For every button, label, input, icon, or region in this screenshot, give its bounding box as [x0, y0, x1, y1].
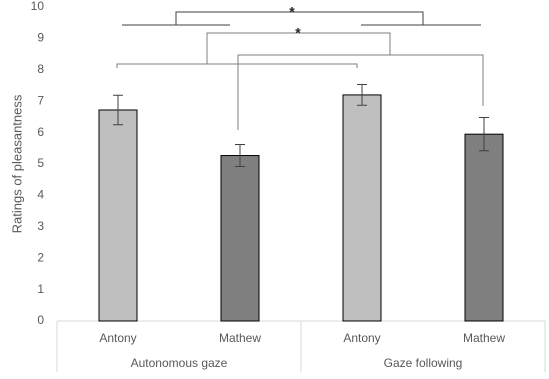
bar: [342, 94, 382, 322]
y-axis-label: Ratings of pleasantness: [9, 94, 24, 233]
x-tick-label: Mathew: [219, 331, 261, 345]
y-tick-label: 5: [37, 156, 44, 170]
y-tick-label: 6: [37, 125, 44, 139]
significance-label: *: [295, 25, 301, 41]
error-bar: [235, 144, 245, 168]
bracket: [122, 11, 481, 26]
y-tick-label: 4: [37, 188, 44, 202]
y-tick-label: 3: [37, 219, 44, 233]
y-tick-label: 0: [37, 313, 44, 327]
y-tick-label: 7: [37, 93, 44, 107]
error-bar: [479, 117, 489, 152]
x-tick-label: Antony: [343, 331, 380, 345]
group-label: Autonomous gaze: [131, 356, 228, 370]
y-tick-label: 2: [37, 250, 44, 264]
y-tick-label: 8: [37, 62, 44, 76]
bracket: [116, 32, 484, 130]
bar: [464, 133, 504, 322]
y-tick-label: 10: [31, 0, 45, 13]
bar: [98, 109, 138, 322]
significance-brackets: [116, 11, 484, 130]
x-tick-label: Mathew: [463, 331, 505, 345]
x-tick-label: Antony: [99, 331, 136, 345]
significance-label: *: [289, 4, 295, 20]
y-tick-label: 9: [37, 31, 44, 45]
y-tick-label: 1: [37, 282, 44, 296]
group-label: Gaze following: [384, 356, 463, 370]
error-bar: [357, 84, 367, 106]
error-bar: [113, 94, 123, 126]
bar: [220, 155, 260, 322]
